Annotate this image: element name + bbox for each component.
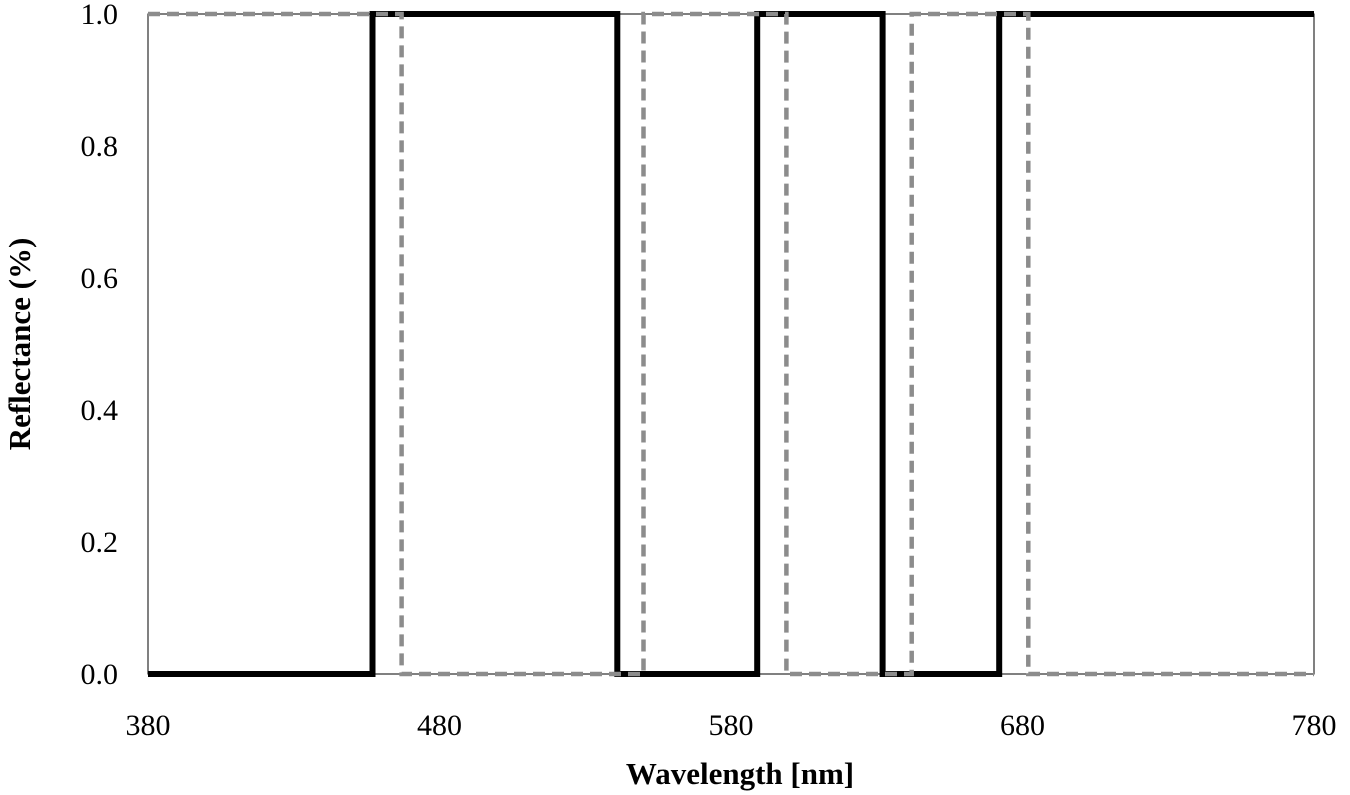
series-2-line bbox=[148, 11, 1314, 677]
y-tick-label: 0.6 bbox=[81, 262, 119, 295]
y-tick-label: 0.8 bbox=[81, 130, 119, 163]
y-tick-label: 0.2 bbox=[81, 526, 119, 559]
x-tick-label: 380 bbox=[126, 709, 171, 742]
y-tick-label: 1.0 bbox=[81, 0, 119, 31]
x-tick-label: 680 bbox=[1000, 709, 1045, 742]
series-layer bbox=[148, 11, 1314, 677]
x-tick-label: 780 bbox=[1292, 709, 1337, 742]
series-1-line bbox=[148, 11, 1314, 677]
x-tick-labels: 380 480 580 680 780 bbox=[126, 709, 1337, 742]
y-tick-labels: 0.0 0.2 0.4 0.6 0.8 1.0 bbox=[81, 0, 119, 691]
plot-frame bbox=[147, 13, 1315, 675]
y-tick-label: 0.4 bbox=[81, 394, 119, 427]
y-axis-title: Reflectance (%) bbox=[2, 238, 37, 451]
x-tick-label: 580 bbox=[709, 709, 754, 742]
y-tick-label: 0.0 bbox=[81, 658, 119, 691]
x-axis-title: Wavelength [nm] bbox=[626, 756, 854, 791]
x-tick-label: 480 bbox=[417, 709, 462, 742]
